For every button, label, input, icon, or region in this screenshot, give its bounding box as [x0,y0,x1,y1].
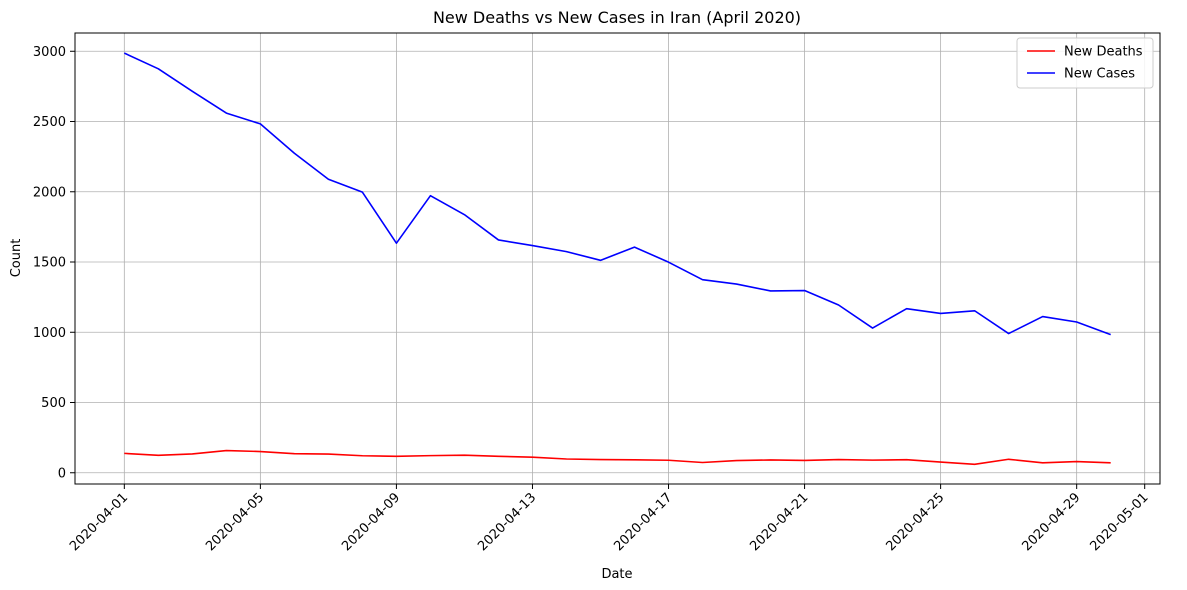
x-axis: 2020-04-01 2020-04-05 2020-04-09 2020-04-13… [67,484,1152,554]
plot-frame [74,32,1161,485]
y-axis-title: Count [9,239,24,278]
y-tick-label: 500 [41,396,66,411]
x-tick-label: 2020-05-01 [1087,490,1151,554]
x-axis-title: Date [601,567,632,582]
x-tick-label: 2020-04-13 [475,490,539,554]
x-tick-label: 2020-04-17 [611,490,675,554]
y-tick-label: 2000 [33,185,66,200]
y-tick-label: 2500 [33,115,66,130]
series-lines [123,52,1111,466]
x-tick-label: 2020-04-09 [339,490,403,554]
legend-label: New Cases [1064,67,1135,82]
legend: New Deaths New Cases [1016,37,1154,89]
chart-title: New Deaths vs New Cases in Iran (April 2… [433,8,801,27]
y-tick-label: 3000 [33,45,66,60]
y-tick-label: 1500 [33,256,66,271]
series-line-new-deaths [124,449,1111,466]
x-tick-label: 2020-04-21 [747,490,811,554]
y-tick-label: 0 [58,466,66,481]
x-tick-label: 2020-04-29 [1019,490,1083,554]
x-tick-label: 2020-04-25 [883,490,947,554]
x-tick-label: 2020-04-01 [67,490,131,554]
series-line-new-cases [123,52,1111,336]
y-axis: 0 500 1000 1500 2000 2500 3000 [33,45,75,481]
y-tick-label: 1000 [33,326,66,341]
legend-label: New Deaths [1064,45,1143,60]
grid [75,33,1160,484]
x-tick-label: 2020-04-05 [203,490,267,554]
